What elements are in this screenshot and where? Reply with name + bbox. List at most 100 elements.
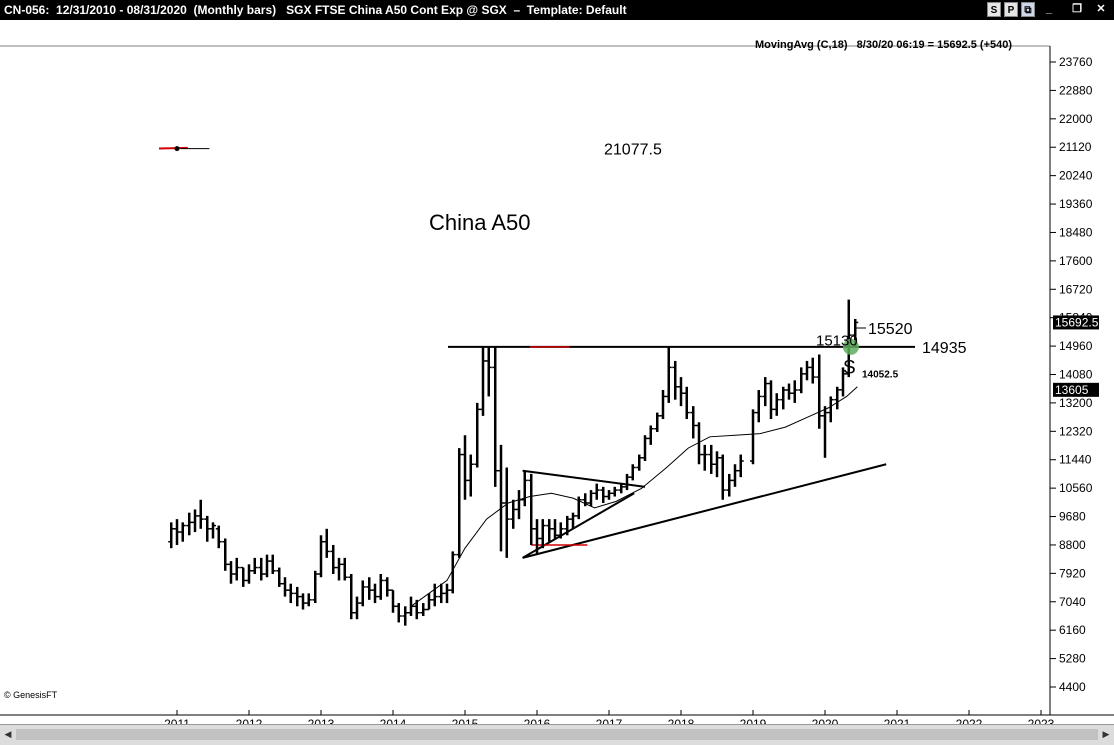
price-bar — [300, 593, 306, 610]
minimize-icon[interactable]: _ — [1045, 3, 1053, 15]
price-bar — [233, 557, 240, 581]
price-bar — [246, 564, 252, 584]
close-icon[interactable]: ✕ — [1096, 3, 1106, 15]
price-bar — [552, 519, 558, 539]
price-bar — [444, 583, 450, 604]
price-bar — [845, 299, 852, 378]
price-bar — [186, 512, 193, 536]
price-bar — [629, 464, 636, 481]
price-bar — [197, 499, 204, 529]
chart-title: China A50 — [429, 210, 531, 235]
price-bar — [683, 386, 690, 420]
y-tick-label: 18480 — [1059, 225, 1093, 239]
sell-signal-marker: S — [843, 357, 856, 378]
y-tick-label: 13200 — [1059, 396, 1093, 410]
price-bar — [827, 396, 834, 423]
price-bar — [492, 346, 499, 487]
price-bar — [528, 473, 535, 545]
price-bar — [498, 444, 504, 552]
price-bar — [210, 522, 216, 539]
price-bar — [179, 522, 186, 542]
annotation-label: 14935 — [922, 340, 967, 357]
price-bar — [570, 512, 576, 529]
price-bar — [462, 435, 468, 500]
price-bar — [377, 574, 384, 600]
indicator-header: MovingAvg (C,18) 8/30/20 06:19 = 15692.5… — [755, 39, 1012, 51]
trendline — [522, 469, 646, 488]
y-tick-label: 12320 — [1059, 424, 1093, 438]
y-tick-label: 23760 — [1059, 55, 1093, 69]
price-bar — [269, 554, 276, 575]
price-bar — [564, 515, 571, 536]
price-bar — [816, 354, 823, 429]
horizontal-scrollbar[interactable]: ◀ ▶ — [0, 724, 1114, 745]
price-bar — [822, 406, 828, 458]
price-bar — [336, 557, 342, 581]
price-bar — [593, 483, 600, 500]
price-bar — [258, 557, 265, 581]
price-bar — [539, 519, 546, 549]
indicator-readout: 8/30/20 06:19 = 15692.5 (+540) — [856, 39, 1013, 51]
price-bar — [348, 574, 355, 620]
target-marker-dot — [174, 146, 180, 152]
price-bar — [557, 522, 564, 539]
price-bar — [426, 593, 432, 611]
price-bar — [467, 454, 474, 497]
price-bar — [402, 606, 409, 626]
scroll-left-icon[interactable]: ◀ — [4, 729, 12, 739]
price-bar — [786, 383, 792, 400]
price-bar — [222, 538, 229, 571]
y-tick-label: 7040 — [1059, 595, 1086, 609]
price-bar — [624, 473, 630, 491]
price-bar — [408, 596, 414, 616]
signal-circle — [842, 338, 859, 355]
price-bar — [575, 496, 582, 520]
price-bar — [240, 566, 247, 587]
price-bar — [665, 346, 672, 403]
price-bar — [312, 570, 319, 604]
price-bar — [804, 360, 810, 381]
price-bar — [395, 603, 402, 623]
y-tick-label: 21120 — [1059, 140, 1092, 154]
price-bar — [449, 551, 456, 594]
price-bar — [215, 525, 222, 549]
annotation-label: 15520 — [868, 321, 913, 338]
price-bar — [606, 490, 612, 500]
y-tick-label: 22880 — [1059, 83, 1093, 97]
p-button[interactable]: P — [1004, 2, 1018, 17]
annotation-label: 14052.5 — [862, 369, 899, 380]
s-button[interactable]: S — [987, 2, 1001, 17]
price-bar — [678, 377, 684, 407]
y-tick-label: 16720 — [1059, 282, 1093, 296]
scroll-right-icon[interactable]: ▶ — [1102, 729, 1110, 739]
window-title: CN-056: 12/31/2010 - 08/31/2020 (Monthly… — [4, 3, 277, 17]
y-tick-label: 19360 — [1059, 197, 1093, 211]
annotation-label: 15130 — [816, 333, 858, 350]
price-bar — [762, 377, 769, 407]
restore-icon[interactable]: ⧉ — [1021, 2, 1035, 17]
price-bar — [318, 535, 324, 578]
price-bar — [503, 467, 510, 558]
price-bar — [618, 483, 625, 494]
price-bar — [354, 596, 360, 620]
price-bar — [732, 464, 738, 487]
price-bar — [282, 577, 288, 597]
y-tick-label: 14960 — [1059, 339, 1093, 353]
price-bar — [323, 528, 330, 558]
price-bar — [773, 393, 780, 416]
price-bar — [366, 577, 373, 600]
price-bar — [834, 386, 841, 410]
price-tag-box — [1053, 382, 1099, 397]
price-bar — [642, 435, 648, 462]
price-bar — [474, 402, 481, 468]
y-tick-label: 20240 — [1059, 169, 1093, 183]
scroll-thumb[interactable] — [16, 729, 1098, 740]
price-bar — [798, 367, 805, 394]
price-chart[interactable]: 23760 22880 22000 21120 20240 19360 18480 17600… — [0, 20, 1114, 744]
price-bar — [726, 473, 733, 497]
price-bar — [204, 515, 211, 542]
price-bar — [438, 583, 445, 604]
maximize-icon[interactable]: ❐ — [1072, 3, 1082, 15]
price-tag-box — [1053, 315, 1099, 330]
price-bar — [287, 583, 294, 604]
